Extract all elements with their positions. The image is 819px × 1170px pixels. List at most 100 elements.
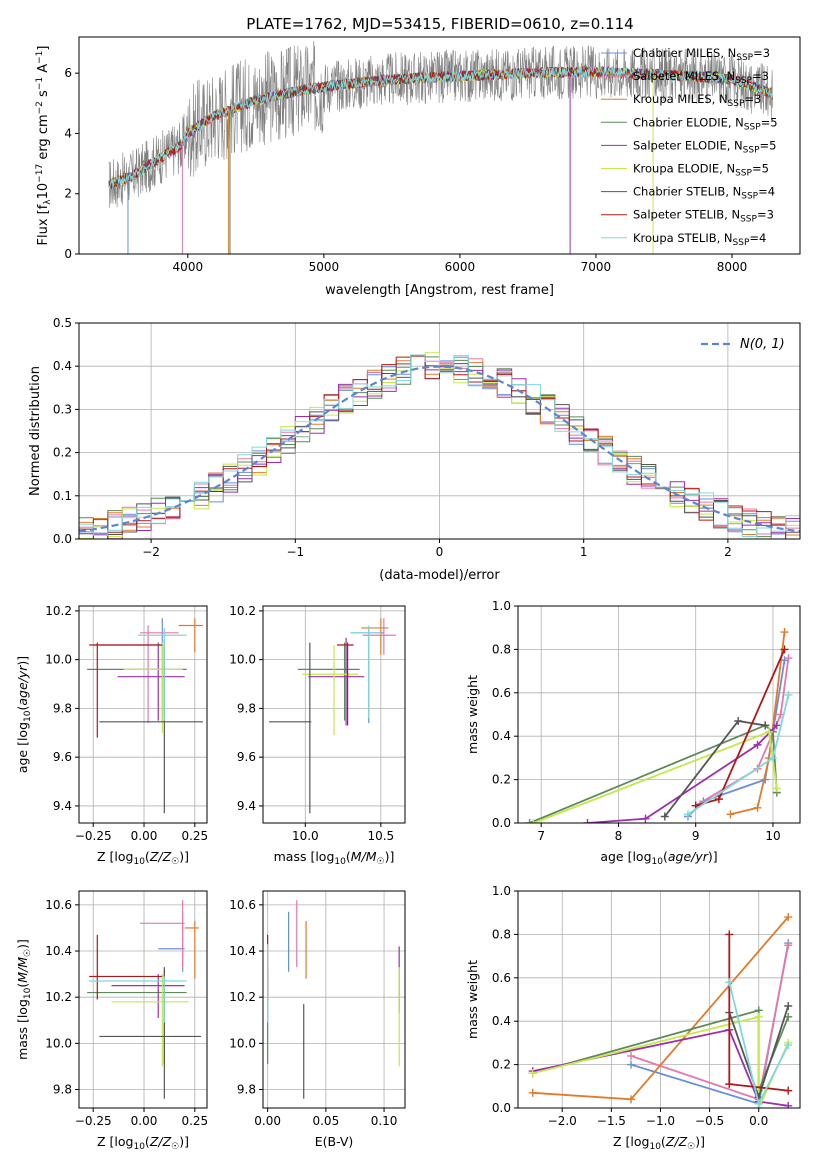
mass-weight-line: [664, 720, 766, 818]
tick-label-y: 10.2: [229, 990, 256, 1004]
tick-label-y: 0.0: [53, 532, 72, 546]
mass-weight-marker: [525, 819, 534, 823]
tick-label-x: 10.0: [292, 829, 319, 843]
legend: N(0, 1): [701, 337, 785, 352]
tick-label-x: 0.25: [181, 829, 208, 843]
tick-label-x: 0.05: [312, 1114, 339, 1128]
tick-label-y: 10.2: [45, 604, 72, 618]
plot-area: [87, 618, 203, 814]
plot-area: [269, 618, 396, 814]
tick-label-x: −1.5: [597, 1114, 626, 1128]
mass-weight-line: [532, 1028, 789, 1107]
tick-label-x: 0.00: [254, 1114, 281, 1128]
mass-weight-marker: [784, 913, 793, 922]
tick-label-y: 0.8: [492, 927, 511, 941]
tick-label-y: 4: [64, 126, 72, 140]
tick-label-x: 8000: [717, 260, 748, 274]
tick-label-x: 0.00: [131, 1114, 158, 1128]
tick-label-y: 0.4: [53, 359, 72, 373]
mass-weight-marker: [772, 784, 781, 793]
mass-weight-marker: [583, 819, 592, 823]
tick-label-y: 0.6: [492, 971, 511, 985]
tick-label-x: −0.25: [75, 829, 112, 843]
mass-weight-marker: [784, 941, 793, 950]
mass-weight-marker: [726, 810, 735, 819]
mass-weight-marker: [761, 721, 770, 730]
axis-frame: −2 −1 0 1 2 0.0 0.1 0.2 0.3 0.4 0.5: [53, 316, 801, 559]
tick-label-x: 5000: [309, 260, 340, 274]
tick-label-x: 10.5: [367, 829, 394, 843]
mass-weight-marker: [768, 753, 777, 762]
tick-label-x: −1: [286, 545, 304, 559]
tick-label-y: 0.2: [492, 1058, 511, 1072]
tick-label-y: 9.8: [53, 1083, 72, 1097]
tick-label-x: 7000: [581, 260, 612, 274]
y-axis-label: age [log10(age/yr)]: [15, 656, 33, 773]
massweight-metallicity-panel: −2.0 −1.5 −1.0 −0.5 0.0 0.0 0.2 0.4 0.6 0.8 1.0 Z […: [465, 884, 801, 1152]
tick-label-y: 0.3: [53, 402, 72, 416]
x-axis-label: wavelength [Angstrom, rest frame]: [325, 283, 554, 298]
mass-weight-line: [695, 649, 786, 807]
spectrum-model-line: [108, 65, 773, 190]
y-axis-label: Flux [fλ10−17 erg cm−2 s−1 A−1]: [35, 46, 53, 246]
tick-label-y: 0.1: [53, 489, 72, 503]
plot-area: [108, 40, 773, 254]
plot-area: [267, 900, 400, 1099]
tick-label-y: 9.6: [237, 750, 256, 764]
mass-weight-line: [587, 724, 778, 823]
x-axis-label: mass [log10(M/M☉)]: [274, 849, 395, 867]
x-axis-label: Z [log10(Z/Z☉)]: [613, 1134, 705, 1152]
mass-weight-marker: [754, 1099, 763, 1108]
legend-entry: Kroupa ELODIE, NSSP=5: [633, 162, 769, 179]
tick-label-y: 10.0: [45, 1036, 72, 1050]
legend: Chabrier MILES, NSSP=3 Salpeter MILES, NS…: [601, 46, 778, 248]
axis-frame: 0.00 0.05 0.10 9.8 10.0 10.2 10.4 10.6: [229, 890, 406, 1128]
mass-weight-marker: [734, 717, 743, 726]
mass-weight-line: [529, 724, 778, 823]
tick-label-y: 10.4: [229, 944, 256, 958]
mass-weight-marker: [784, 654, 793, 663]
mass-weight-marker: [784, 690, 793, 699]
mass-weight-marker: [725, 1080, 734, 1089]
x-axis-label: (data-model)/error: [379, 568, 500, 583]
x-axis-label: Z [log10(Z/Z☉)]: [97, 1134, 189, 1152]
mass-weight-marker: [528, 1069, 537, 1078]
mass-weight-line: [730, 631, 786, 816]
plot-area: [79, 352, 800, 539]
mass-weight-marker: [714, 795, 723, 804]
tick-label-y: 9.4: [53, 799, 72, 813]
mass-ebv-panel: 0.00 0.05 0.10 9.8 10.0 10.2 10.4 10.6 E(B-V): [229, 890, 406, 1149]
tick-label-x: −0.25: [75, 1114, 112, 1128]
mass-weight-marker: [780, 645, 789, 654]
mass-weight-marker: [772, 721, 781, 730]
massweight-age-panel: 7 8 9 10 0.0 0.2 0.4 0.6 0.8 1.0 age [log10(age/yr…: [465, 599, 801, 867]
tick-label-x: −2.0: [548, 1114, 577, 1128]
tick-label-x: −0.5: [695, 1114, 724, 1128]
tick-label-x: −2: [142, 545, 160, 559]
mass-weight-marker: [784, 1002, 793, 1011]
mass-weight-marker: [641, 814, 650, 823]
mass-weight-marker: [626, 1051, 635, 1060]
axis-frame: −0.25 0.00 0.25 9.8 10.0 10.2 10.4 10.6: [45, 890, 208, 1128]
mass-weight-marker: [725, 930, 734, 939]
legend-entry: Chabrier MILES, NSSP=3: [633, 46, 770, 63]
mass-weight-marker: [784, 1086, 793, 1095]
spectrum-panel: 4000 5000 6000 7000 8000 0 2 4 6 wavelength [Angs…: [35, 36, 801, 298]
axis-frame: 10.0 10.5 9.4 9.6 9.8 10.0 10.2: [229, 604, 406, 843]
residual-panel: −2 −1 0 1 2 0.0 0.1 0.2 0.3 0.4 0.5 (data-model)/er…: [28, 316, 801, 583]
tick-label-x: 0.25: [181, 1114, 208, 1128]
tick-label-y: 10.2: [45, 990, 72, 1004]
tick-label-y: 0.2: [492, 773, 511, 787]
tick-label-y: 9.4: [237, 799, 256, 813]
tick-label-x: 6000: [445, 260, 476, 274]
legend-entry: Chabrier STELIB, NSSP=4: [633, 185, 775, 202]
legend-entry: Salpeter ELODIE, NSSP=5: [633, 138, 776, 155]
tick-label-y: 10.6: [45, 898, 72, 912]
mass-weight-line: [533, 730, 778, 823]
tick-label-y: 9.8: [53, 701, 72, 715]
tick-label-x: 0.10: [371, 1114, 398, 1128]
legend-entry: N(0, 1): [740, 337, 785, 352]
mass-weight-marker: [528, 1088, 537, 1097]
legend-entry: Salpeter STELIB, NSSP=3: [633, 208, 774, 225]
tick-label-x: −1.0: [646, 1114, 675, 1128]
